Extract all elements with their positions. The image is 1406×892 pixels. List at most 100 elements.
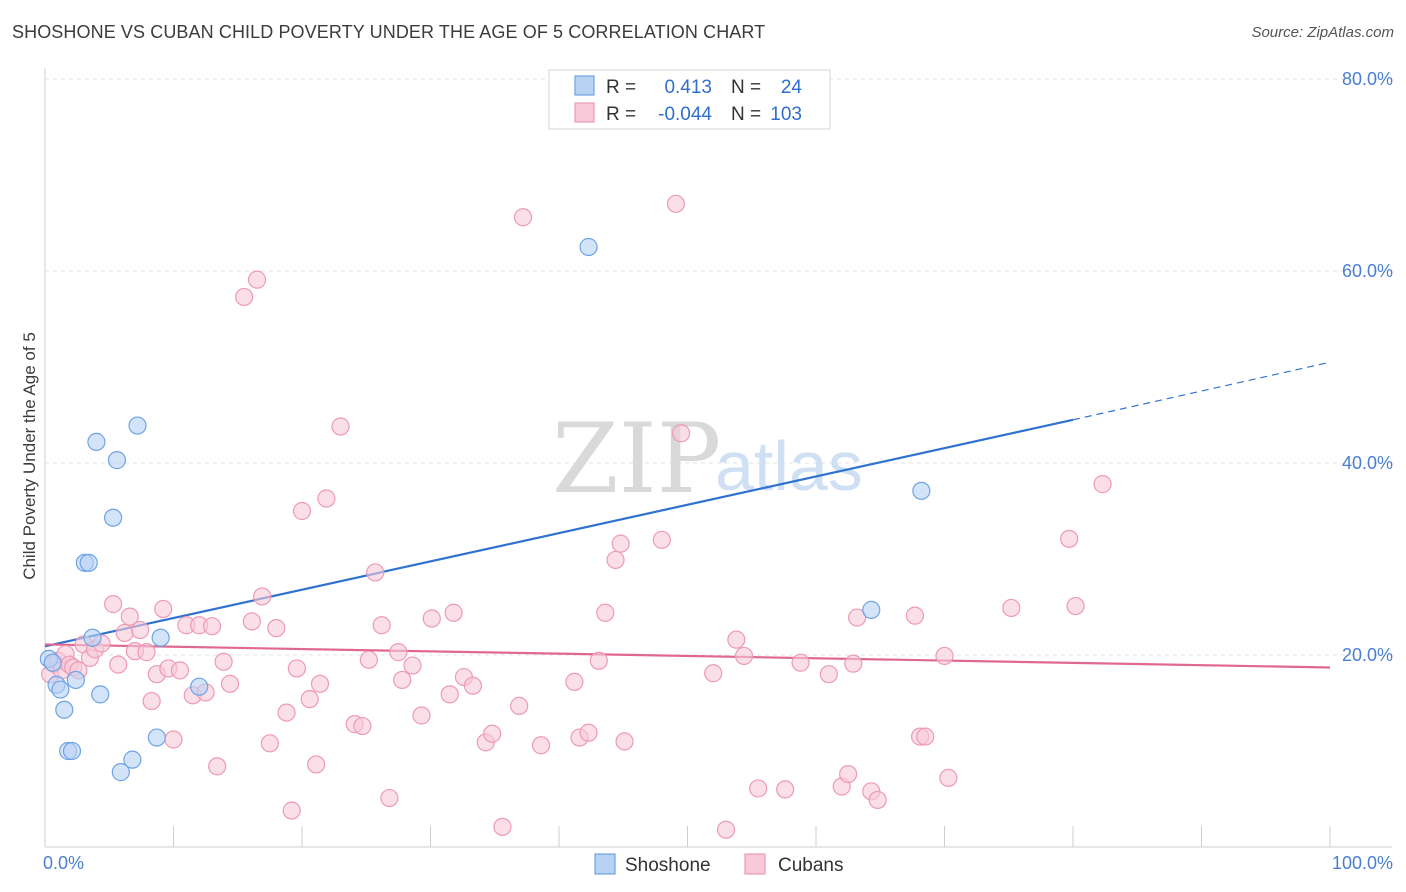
point-cubans-55 <box>393 670 412 690</box>
point-cubans-65 <box>493 817 512 836</box>
point-cubans-68 <box>531 736 551 755</box>
point-cubans-59 <box>440 685 459 704</box>
point-cubans-41 <box>287 659 306 678</box>
point-cubans-86 <box>791 653 810 672</box>
point-cubans-24 <box>170 661 190 680</box>
point-cubans-98 <box>939 768 958 787</box>
point-cubans-67 <box>513 208 533 227</box>
point-cubans-56 <box>403 656 422 675</box>
point-cubans-33 <box>235 287 254 307</box>
point-cubans-30 <box>208 757 227 776</box>
source-label: Source: ZipAtlas.com <box>1251 24 1394 41</box>
legend-box <box>548 69 831 130</box>
point-cubans-83 <box>734 646 754 666</box>
y-tick-labels: 20.0% 40.0% 60.0% 80.0% <box>1342 69 1393 665</box>
point-cubans-82 <box>727 630 746 649</box>
point-shoshone-14 <box>107 451 127 470</box>
legend-swatch-cubans <box>574 102 595 123</box>
point-cubans-64 <box>483 724 502 743</box>
point-cubans-53 <box>380 788 399 808</box>
point-shoshone-6 <box>62 741 82 761</box>
point-cubans-69 <box>565 672 584 691</box>
point-cubans-18 <box>137 643 156 662</box>
point-cubans-39 <box>277 703 296 722</box>
gridlines <box>45 78 1392 656</box>
point-cubans-81 <box>716 820 736 839</box>
legend: R = 0.413 N = 24 R = -0.044 N = 103 <box>548 69 831 130</box>
point-cubans-15 <box>120 607 139 626</box>
legend-n-value-shoshone: 24 <box>781 77 803 98</box>
y-tick-label-3: 80.0% <box>1342 69 1393 89</box>
point-cubans-84 <box>749 779 768 798</box>
point-cubans-49 <box>353 716 372 736</box>
point-cubans-19 <box>142 691 161 711</box>
point-cubans-32 <box>220 674 240 693</box>
trend-lines <box>44 361 1331 669</box>
point-shoshone-16 <box>123 750 142 769</box>
point-cubans-51 <box>366 563 385 582</box>
point-shoshone-3 <box>51 680 70 699</box>
point-cubans-13 <box>109 655 128 674</box>
point-cubans-97 <box>935 646 954 666</box>
bottom-legend-swatch-cubans <box>744 853 766 875</box>
y-tick-label-0: 20.0% <box>1342 645 1393 665</box>
point-cubans-40 <box>282 801 301 820</box>
axes <box>44 68 1392 848</box>
point-cubans-54 <box>389 643 408 662</box>
point-shoshone-1 <box>43 653 62 672</box>
point-shoshone-7 <box>66 670 85 690</box>
point-cubans-101 <box>1066 596 1085 616</box>
point-cubans-100 <box>1060 529 1079 548</box>
point-cubans-14 <box>115 623 134 643</box>
point-cubans-90 <box>844 654 863 673</box>
point-shoshone-9 <box>79 553 98 572</box>
point-cubans-21 <box>154 599 173 619</box>
trend-line-shoshone <box>44 418 1074 648</box>
watermark-atlas: atlas <box>715 427 863 505</box>
bottom-legend-swatch-shoshone <box>594 853 616 875</box>
watermark: ZIP atlas <box>552 403 863 515</box>
point-cubans-74 <box>606 550 625 570</box>
point-cubans-37 <box>260 734 279 753</box>
point-shoshone-19 <box>151 628 170 647</box>
point-cubans-79 <box>671 424 691 443</box>
legend-n-value-cubans: 103 <box>770 104 802 125</box>
point-cubans-12 <box>104 595 123 614</box>
legend-r-label-cubans: R = <box>606 104 636 125</box>
point-cubans-31 <box>214 652 233 671</box>
legend-swatch-shoshone <box>574 75 595 96</box>
point-cubans-57 <box>412 706 431 725</box>
point-cubans-76 <box>615 732 634 751</box>
point-shoshone-17 <box>128 416 147 435</box>
point-cubans-85 <box>776 780 795 799</box>
point-shoshone-10 <box>83 628 102 647</box>
x-tick-labels: 0.0% 100.0% <box>43 853 1393 873</box>
point-cubans-62 <box>463 676 483 695</box>
y-tick-label-2: 60.0% <box>1342 261 1393 281</box>
chart-title: SHOSHONE VS CUBAN CHILD POVERTY UNDER TH… <box>12 22 766 42</box>
legend-n-label-shoshone: N = <box>731 77 761 98</box>
point-shoshone-23 <box>912 481 931 500</box>
point-cubans-36 <box>253 587 272 606</box>
point-cubans-50 <box>359 650 378 669</box>
point-cubans-44 <box>307 755 326 774</box>
point-cubans-52 <box>372 616 391 635</box>
point-cubans-99 <box>1002 598 1021 618</box>
legend-n-label-cubans: N = <box>731 104 761 125</box>
point-cubans-23 <box>164 730 183 749</box>
point-shoshone-15 <box>111 763 130 782</box>
point-cubans-72 <box>589 651 608 670</box>
point-shoshone-18 <box>147 728 166 747</box>
point-shoshone-21 <box>579 237 598 257</box>
point-cubans-71 <box>579 723 598 742</box>
point-cubans-93 <box>868 790 887 810</box>
bottom-legend-label-cubans: Cubans <box>778 855 844 876</box>
point-cubans-35 <box>247 270 267 289</box>
point-shoshone-22 <box>862 600 881 619</box>
point-cubans-38 <box>267 619 286 638</box>
point-cubans-87 <box>819 665 838 684</box>
point-cubans-42 <box>292 501 312 521</box>
point-cubans-102 <box>1093 475 1112 494</box>
point-shoshone-12 <box>91 685 110 704</box>
